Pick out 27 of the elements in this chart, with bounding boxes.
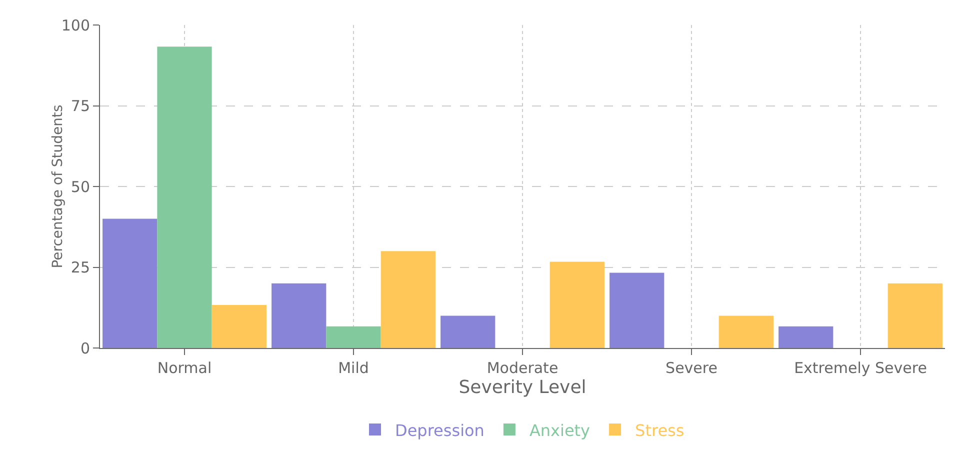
x-axis-title: Severity Level (458, 377, 586, 398)
bar (380, 251, 436, 348)
x-tick-label: Mild (338, 359, 369, 377)
y-tick-label: 0 (80, 339, 90, 358)
legend-label: Depression (395, 420, 484, 440)
x-tick-label: Severe (666, 359, 718, 377)
bar (157, 46, 212, 348)
y-axis-title: Percentage of Students (50, 104, 66, 268)
x-tick-label: Normal (157, 359, 212, 377)
bar (326, 326, 381, 348)
y-tick-label: 25 (70, 258, 90, 276)
bar (550, 262, 604, 348)
y-tick-label: 50 (70, 178, 90, 196)
y-tick-label: 75 (70, 97, 90, 115)
bar (778, 326, 834, 348)
bar (718, 316, 774, 348)
x-tick-label: Extremely Severe (794, 359, 927, 377)
y-tick-label: 100 (61, 16, 90, 34)
bar (272, 283, 326, 348)
legend-label: Stress (635, 420, 684, 440)
legend-label: Anxiety (529, 420, 590, 440)
bar (610, 272, 664, 348)
bar (212, 305, 266, 348)
bar (440, 316, 496, 348)
x-tick-label: Moderate (486, 359, 558, 377)
bar (102, 218, 158, 348)
bar (888, 283, 942, 348)
